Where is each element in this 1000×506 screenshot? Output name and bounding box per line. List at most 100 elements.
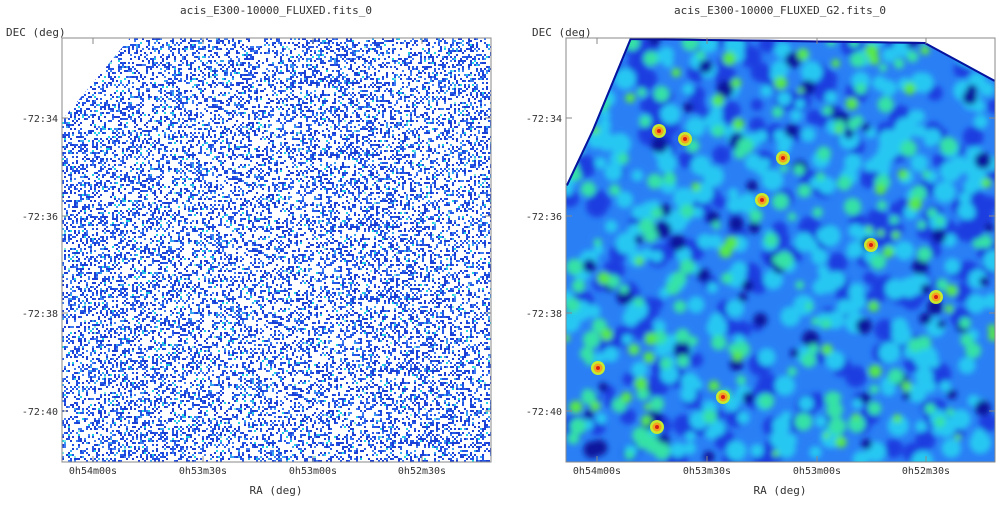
- emission-blob: [614, 68, 636, 90]
- emission-blob: [619, 284, 629, 294]
- emission-blob: [721, 272, 733, 284]
- emission-blob: [660, 104, 681, 125]
- emission-blob: [676, 355, 690, 368]
- emission-blob: [970, 38, 993, 56]
- emission-blob: [698, 59, 713, 74]
- emission-blob: [920, 45, 930, 55]
- emission-blob: [983, 293, 995, 310]
- emission-blob: [628, 343, 640, 356]
- x-tick-label: 0h53m30s: [179, 466, 227, 477]
- emission-blob: [760, 84, 773, 98]
- emission-blob: [739, 45, 762, 68]
- emission-blob: [966, 293, 986, 314]
- x-tick-label: 0h53m00s: [289, 466, 337, 477]
- emission-blob: [852, 398, 863, 409]
- emission-blob: [983, 249, 995, 272]
- emission-blob: [845, 97, 858, 110]
- emission-blob: [954, 434, 961, 441]
- emission-blob: [688, 352, 704, 368]
- emission-blob: [567, 50, 584, 67]
- emission-blob: [844, 365, 868, 388]
- emission-blob: [784, 124, 799, 138]
- emission-blob: [688, 337, 698, 347]
- emission-blob: [960, 333, 974, 347]
- emission-blob: [636, 87, 647, 98]
- emission-blob: [936, 278, 949, 291]
- emission-blob: [737, 411, 750, 424]
- emission-blob: [878, 63, 888, 72]
- emission-blob: [732, 118, 745, 131]
- emission-blob: [572, 71, 596, 95]
- emission-blob: [917, 246, 932, 262]
- emission-blob: [868, 364, 882, 378]
- emission-blob: [854, 82, 867, 95]
- emission-blob: [952, 282, 972, 303]
- emission-blob: [593, 238, 602, 247]
- emission-blob: [906, 39, 916, 49]
- emission-blob: [679, 259, 695, 275]
- emission-blob: [877, 229, 885, 237]
- emission-blob: [912, 258, 929, 275]
- emission-blob: [900, 140, 917, 157]
- emission-blob: [973, 114, 988, 129]
- emission-blob: [653, 442, 671, 460]
- emission-blob: [680, 204, 694, 218]
- emission-blob: [566, 118, 582, 139]
- emission-blob: [622, 372, 636, 386]
- emission-blob: [988, 324, 995, 333]
- left-title: acis_E300-10000_FLUXED.fits_0: [180, 4, 372, 17]
- emission-blob: [773, 129, 786, 142]
- emission-blob: [582, 44, 599, 61]
- emission-blob: [692, 206, 704, 219]
- emission-blob: [687, 296, 705, 314]
- emission-blob: [692, 379, 703, 390]
- emission-blob: [774, 375, 796, 396]
- emission-blob: [650, 207, 663, 219]
- emission-blob: [750, 98, 764, 112]
- emission-blob: [753, 312, 768, 327]
- emission-blob: [984, 223, 994, 233]
- emission-blob: [901, 381, 912, 392]
- emission-blob: [816, 172, 826, 182]
- emission-blob: [787, 366, 797, 377]
- y-tick-label: -72:38: [22, 309, 58, 320]
- emission-blob: [749, 209, 763, 223]
- point-source-core: [657, 129, 661, 133]
- emission-blob: [821, 343, 833, 355]
- emission-blob: [742, 391, 755, 404]
- emission-blob: [624, 450, 635, 460]
- emission-blob: [650, 136, 669, 154]
- emission-blob: [934, 416, 946, 428]
- emission-blob: [793, 164, 805, 176]
- emission-blob: [568, 46, 577, 55]
- emission-blob: [608, 132, 631, 155]
- emission-blob: [868, 288, 885, 305]
- emission-blob: [697, 233, 713, 250]
- emission-blob: [569, 400, 583, 414]
- right-frame: [565, 37, 996, 463]
- emission-blob: [949, 156, 969, 176]
- emission-blob: [622, 308, 640, 326]
- emission-blob: [605, 39, 623, 57]
- emission-blob: [772, 450, 779, 457]
- emission-blob: [729, 357, 744, 371]
- emission-blob: [585, 357, 594, 366]
- point-source-core: [781, 156, 785, 160]
- emission-blob: [870, 253, 887, 270]
- emission-blob: [824, 91, 838, 104]
- emission-blob: [634, 256, 644, 266]
- emission-blob: [887, 221, 904, 238]
- emission-blob: [677, 150, 696, 169]
- emission-blob: [757, 348, 776, 367]
- emission-blob: [859, 169, 879, 189]
- emission-blob: [736, 375, 747, 386]
- emission-blob: [582, 330, 601, 349]
- emission-blob: [741, 279, 754, 292]
- emission-blob: [702, 451, 715, 462]
- emission-blob: [802, 330, 820, 348]
- y-tick-label: -72:40: [526, 407, 562, 418]
- emission-blob: [935, 216, 945, 226]
- emission-blob: [790, 109, 802, 122]
- emission-blob: [576, 41, 594, 58]
